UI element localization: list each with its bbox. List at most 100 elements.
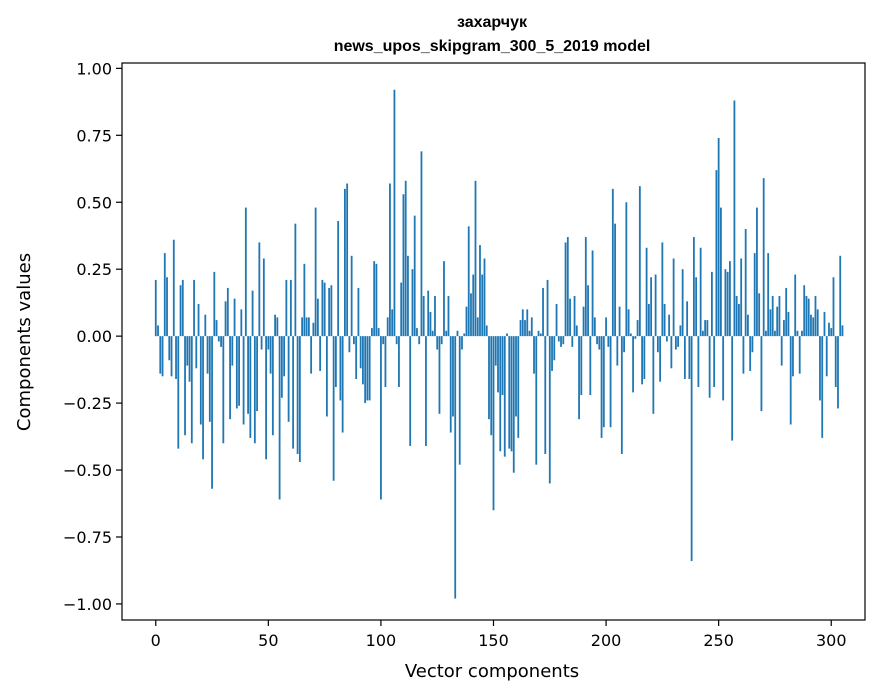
bar <box>569 298 571 337</box>
bar <box>629 333 632 337</box>
bar <box>713 336 716 388</box>
bar <box>508 336 511 449</box>
bar <box>355 336 358 379</box>
bar <box>528 330 531 337</box>
bar <box>828 322 830 337</box>
bar <box>220 336 222 347</box>
bar <box>765 330 767 337</box>
bar <box>706 320 709 337</box>
bar <box>456 330 459 337</box>
bar <box>762 178 765 337</box>
bar <box>163 253 166 337</box>
bar <box>562 336 565 345</box>
bar <box>289 279 292 337</box>
bar <box>449 336 452 433</box>
bar <box>184 336 186 436</box>
bar <box>321 279 324 337</box>
bar <box>161 336 164 377</box>
bar <box>357 287 360 337</box>
bar <box>735 295 738 337</box>
bar <box>301 317 304 337</box>
bar <box>720 207 722 337</box>
bar <box>785 287 788 337</box>
bar <box>429 312 432 337</box>
bar <box>578 336 580 420</box>
bar <box>557 336 560 342</box>
bar <box>253 336 256 444</box>
y-tick-label: −0.50 <box>63 461 112 480</box>
bar <box>463 333 466 337</box>
bar <box>611 188 614 337</box>
bar <box>328 287 331 337</box>
bar <box>510 336 513 452</box>
bar <box>668 314 671 337</box>
bar <box>364 336 367 404</box>
bar <box>154 279 157 337</box>
bar <box>758 293 761 337</box>
bar <box>674 336 677 350</box>
bar <box>467 226 470 337</box>
bar <box>665 336 668 342</box>
bar <box>375 263 378 337</box>
x-tick-label: 100 <box>366 631 397 650</box>
bar <box>609 336 612 428</box>
bar <box>159 336 162 374</box>
y-tick-label: −1.00 <box>63 595 112 614</box>
bar <box>742 336 745 374</box>
bar <box>647 304 650 337</box>
bar <box>443 261 445 337</box>
bar <box>747 314 749 337</box>
y-tick-label: −0.75 <box>63 528 112 547</box>
bar <box>195 336 198 369</box>
bar <box>704 320 707 337</box>
x-axis: 0 50 100 150 200 250 300 <box>151 620 847 650</box>
y-tick-label: −0.25 <box>63 394 112 413</box>
bar <box>350 255 353 337</box>
bar <box>602 336 605 428</box>
bar <box>353 336 355 345</box>
bar <box>431 330 434 337</box>
bars <box>154 89 844 599</box>
bar <box>672 258 675 337</box>
bar <box>465 306 468 337</box>
bar <box>670 336 673 369</box>
bar <box>447 295 450 337</box>
bar <box>614 223 616 337</box>
bar <box>305 317 308 337</box>
bar <box>172 239 175 337</box>
bar <box>751 336 754 353</box>
bar <box>389 183 391 337</box>
bar <box>519 320 522 337</box>
bar <box>344 188 346 337</box>
bar <box>810 314 812 337</box>
bar <box>226 287 229 337</box>
bar <box>402 194 405 337</box>
bar <box>587 285 589 337</box>
bar <box>605 317 607 337</box>
bar <box>337 221 340 337</box>
bar <box>553 336 556 361</box>
bar <box>623 336 625 353</box>
bar <box>470 293 472 337</box>
bar <box>312 322 315 337</box>
bar <box>280 336 283 398</box>
bar <box>760 336 763 412</box>
bar <box>483 258 486 337</box>
bar <box>798 336 801 374</box>
y-tick-label: 0.25 <box>76 260 112 279</box>
bar <box>217 336 220 342</box>
bar <box>792 336 794 377</box>
bar <box>524 320 526 337</box>
bar <box>346 183 349 337</box>
bar <box>199 336 202 425</box>
bar <box>382 336 385 345</box>
bar <box>641 336 643 385</box>
bar <box>803 285 806 337</box>
bar <box>521 309 524 337</box>
bar <box>242 336 245 425</box>
bar <box>636 320 639 337</box>
bar <box>834 336 837 388</box>
bar <box>292 336 295 449</box>
bar <box>157 325 159 337</box>
